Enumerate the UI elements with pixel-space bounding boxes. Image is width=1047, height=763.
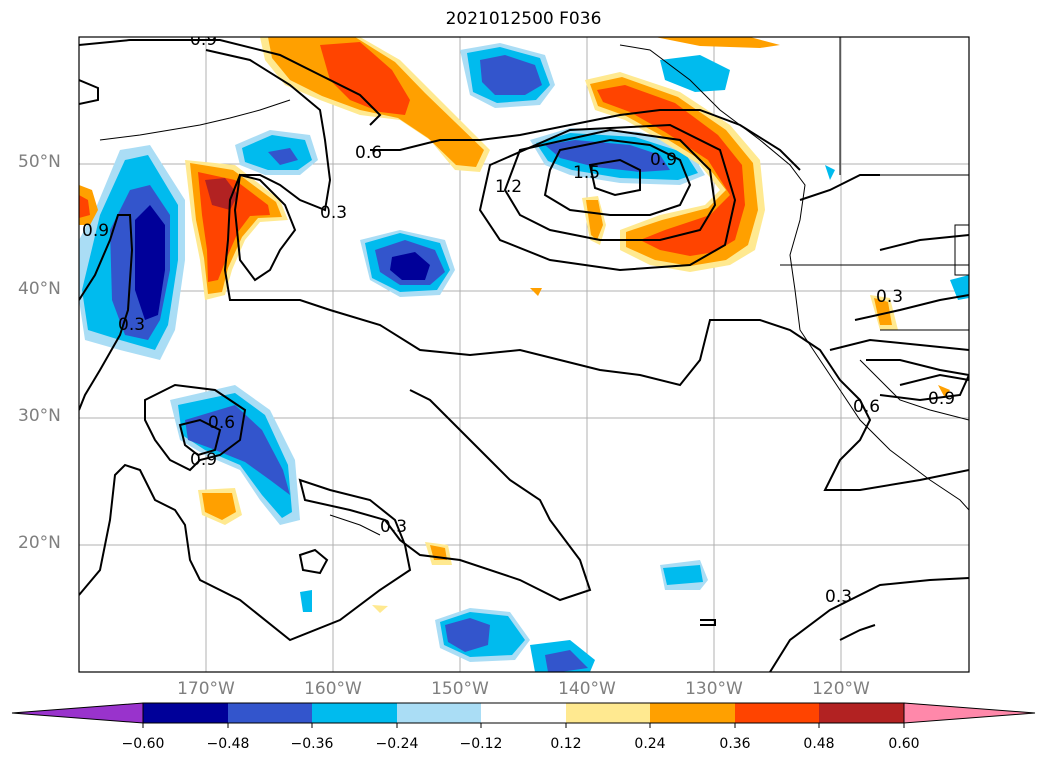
lat-label: 50°N [18,152,61,172]
contour-label: 0.9 [928,389,955,409]
colorbar-tick-label: −0.60 [121,736,165,752]
lon-label: 160°W [304,679,362,699]
colorbar-tick-label: 0.36 [719,736,751,752]
colorbar-segment [397,703,481,723]
contour-label-layer: 0.9 0.6 0.3 1.2 1.5 0.9 0.9 0.3 0.6 0.9 … [82,30,955,607]
lat-label: 40°N [18,279,61,299]
lon-label: 130°W [685,679,743,699]
lon-label: 170°W [177,679,235,699]
map-title: 2021012500 F036 [445,9,602,29]
positive-anomaly-shading [79,37,950,613]
colorbar-extend-high [903,702,1036,724]
contour-label: 0.3 [876,287,903,307]
contour-label: 0.6 [355,143,382,163]
lat-label: 30°N [18,406,61,426]
coastlines [99,37,969,536]
colorbar-tick-label: 0.60 [888,736,920,752]
negative-anomaly-shading [79,43,969,672]
colorbar [11,702,1036,728]
lon-label: 140°W [558,679,616,699]
contour-label: 0.3 [320,203,347,223]
colorbar-outline [142,702,905,724]
map-border [78,36,970,673]
colorbar-segment [312,703,397,723]
colorbar-tick-label: −0.48 [206,736,250,752]
contour-label: 0.9 [82,221,109,241]
colorbar-segment [819,703,904,723]
colorbar-segment [650,703,735,723]
contours [79,39,969,672]
colorbar-tick-label: −0.36 [290,736,334,752]
contour-label: 0.9 [190,450,217,470]
lon-label: 150°W [431,679,489,699]
lon-label: 120°W [812,679,870,699]
contour-label: 0.6 [208,413,235,433]
contour-label: 0.3 [380,517,407,537]
contour-label: 0.9 [190,30,217,50]
colorbar-tick-label: −0.12 [459,736,503,752]
map-canvas: 0.9 0.6 0.3 1.2 1.5 0.9 0.9 0.3 0.6 0.9 … [79,30,969,672]
contour-label: 0.3 [118,315,145,335]
colorbar-tick-label: −0.24 [375,736,419,752]
colorbar-segment [735,703,819,723]
colorbar-segment [228,703,312,723]
colorbar-tick-label: 0.24 [634,736,666,752]
colorbar-extend-low [11,702,144,724]
colorbar-tick-label: 0.48 [803,736,835,752]
colorbar-tick-label: 0.12 [550,736,582,752]
colorbar-segment [566,703,650,723]
lat-label: 20°N [18,533,61,553]
contour-label: 1.5 [573,163,600,183]
contour-label: 1.2 [495,177,522,197]
contour-label: 0.6 [853,397,880,417]
contour-label: 0.3 [825,587,852,607]
contour-label: 0.9 [650,150,677,170]
colorbar-segment [143,703,228,723]
colorbar-segment [481,703,566,723]
